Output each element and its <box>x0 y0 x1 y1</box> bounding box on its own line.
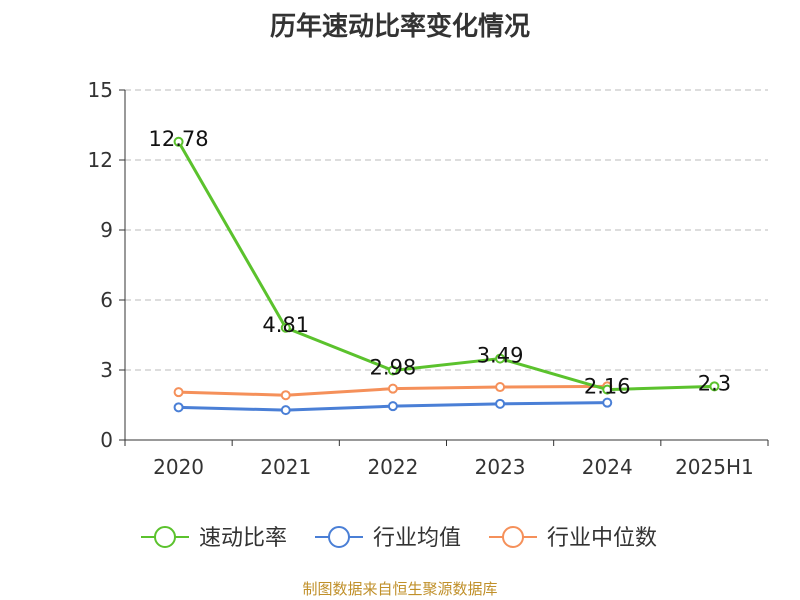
legend-label: 速动比率 <box>199 526 287 551</box>
x-tick-label: 2022 <box>367 455 418 479</box>
x-tick-label: 2023 <box>475 455 526 479</box>
data-point <box>387 365 398 376</box>
data-point <box>495 382 506 393</box>
data-label: 2.3 <box>698 371 731 395</box>
series-lines <box>173 136 720 416</box>
data-point <box>495 398 506 409</box>
legend-marker <box>502 526 524 548</box>
data-point <box>495 353 506 364</box>
axes: 0 3 6 9 12 15 2020 2021 2022 2023 2024 2025H1 <box>88 78 769 479</box>
y-tick-label: 6 <box>100 288 113 312</box>
data-point <box>280 322 291 333</box>
source-note: 制图数据来自恒生聚源数据库 <box>302 580 498 598</box>
legend: 速动比率 行业均值 行业中位数 <box>141 526 657 551</box>
y-tick-label: 12 <box>88 148 113 172</box>
data-label: 2.16 <box>584 375 631 399</box>
legend-marker <box>154 526 176 548</box>
data-point <box>709 381 720 392</box>
data-point <box>602 384 613 395</box>
chart-title: 历年速动比率变化情况 <box>269 12 530 42</box>
x-tick-label: 2024 <box>582 455 633 479</box>
data-point <box>387 401 398 412</box>
legend-label: 行业中位数 <box>547 526 657 551</box>
y-tick-label: 3 <box>100 358 113 382</box>
data-point <box>602 397 613 408</box>
data-point <box>173 402 184 413</box>
y-tick-label: 0 <box>100 428 113 452</box>
data-label: 2.98 <box>370 355 417 379</box>
series-line <box>177 141 715 392</box>
y-tick-label: 15 <box>88 78 113 102</box>
legend-label: 行业均值 <box>373 526 461 551</box>
data-point <box>173 387 184 398</box>
x-tick-label: 2020 <box>153 455 204 479</box>
y-tick-label: 9 <box>100 218 113 242</box>
legend-marker <box>328 526 350 548</box>
legend-item: 速动比率 <box>141 526 287 551</box>
data-label: 12.78 <box>149 127 209 151</box>
x-tick-label: 2021 <box>260 455 311 479</box>
legend-item: 行业均值 <box>315 526 461 551</box>
data-point <box>387 383 398 394</box>
legend-item: 行业中位数 <box>489 526 657 551</box>
grid-lines <box>125 89 768 371</box>
data-point <box>173 136 184 147</box>
data-labels: 12.78 4.81 2.98 3.49 2.16 2.3 <box>149 127 732 399</box>
data-point <box>280 390 291 401</box>
data-label: 3.49 <box>477 344 524 368</box>
data-label: 4.81 <box>262 313 309 337</box>
data-point <box>280 405 291 416</box>
x-tick-label: 2025H1 <box>675 455 754 479</box>
